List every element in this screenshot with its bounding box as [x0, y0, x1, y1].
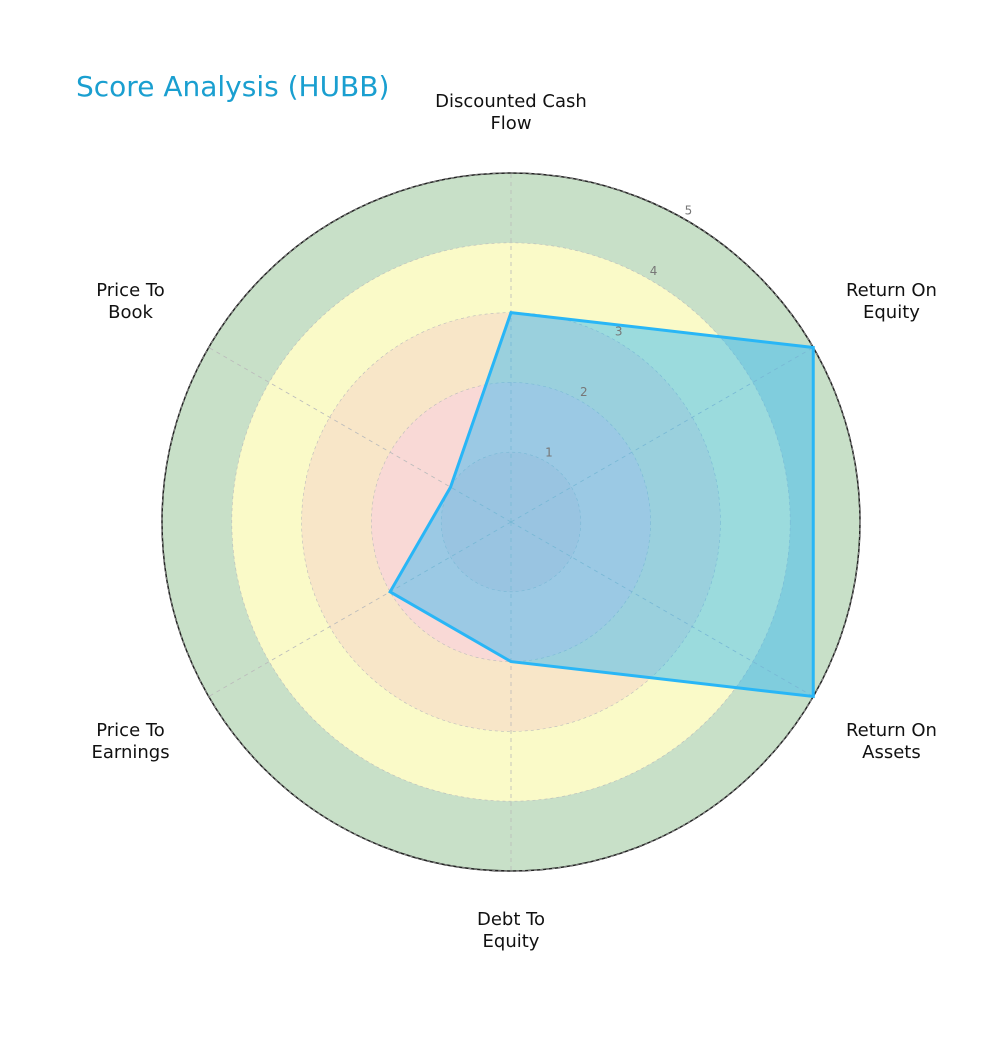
- spoke: [208, 347, 512, 523]
- grid-circle: [231, 242, 791, 802]
- axis-label: Price To Earnings: [91, 719, 170, 763]
- r-tick-label: 3: [615, 324, 623, 338]
- axis-label: Debt To Equity: [476, 909, 546, 952]
- spoke: [510, 521, 814, 697]
- axis-label: Price To Book: [96, 280, 165, 324]
- spoke: [208, 521, 512, 697]
- grid-circle: [161, 172, 861, 872]
- grid-circle: [371, 382, 651, 662]
- r-tick-label: 2: [580, 385, 588, 399]
- grid-circle: [440, 451, 582, 593]
- spoke: [510, 347, 814, 523]
- chart-title: Score Analysis (HUBB): [76, 70, 390, 103]
- score-area: [388, 310, 815, 699]
- r-tick-label: 4: [650, 264, 658, 278]
- axis-label: Discounted Cash Flow: [435, 91, 587, 134]
- axis-label: Return On Assets: [845, 719, 937, 763]
- r-tick-label: 1: [545, 445, 553, 459]
- r-tick-label: 5: [685, 204, 693, 218]
- axis-label: Return On Equity: [845, 280, 937, 324]
